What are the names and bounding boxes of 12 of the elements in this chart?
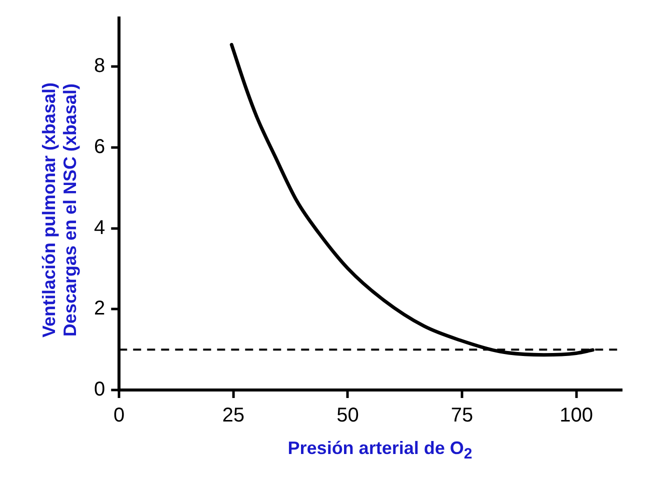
x-tick-label: 50 xyxy=(336,404,359,427)
y-tick-label: 2 xyxy=(94,298,106,320)
y-tick-label: 8 xyxy=(94,55,106,78)
y-tick-label: 6 xyxy=(94,136,106,158)
x-tick-label: 100 xyxy=(560,404,593,427)
x-tick-label: 75 xyxy=(450,404,474,427)
x-tick-label: 0 xyxy=(114,404,125,427)
y-tick-label: 4 xyxy=(94,216,106,239)
x-tick-label: 25 xyxy=(222,404,245,427)
y-tick-label: 0 xyxy=(94,378,106,401)
y-axis-title: Ventilación pulmonar (xbasal) Descargas en el NSC (xbasal) xyxy=(39,82,81,338)
x-axis-title: Presión arterial de O$_{2}$ xyxy=(286,438,474,463)
